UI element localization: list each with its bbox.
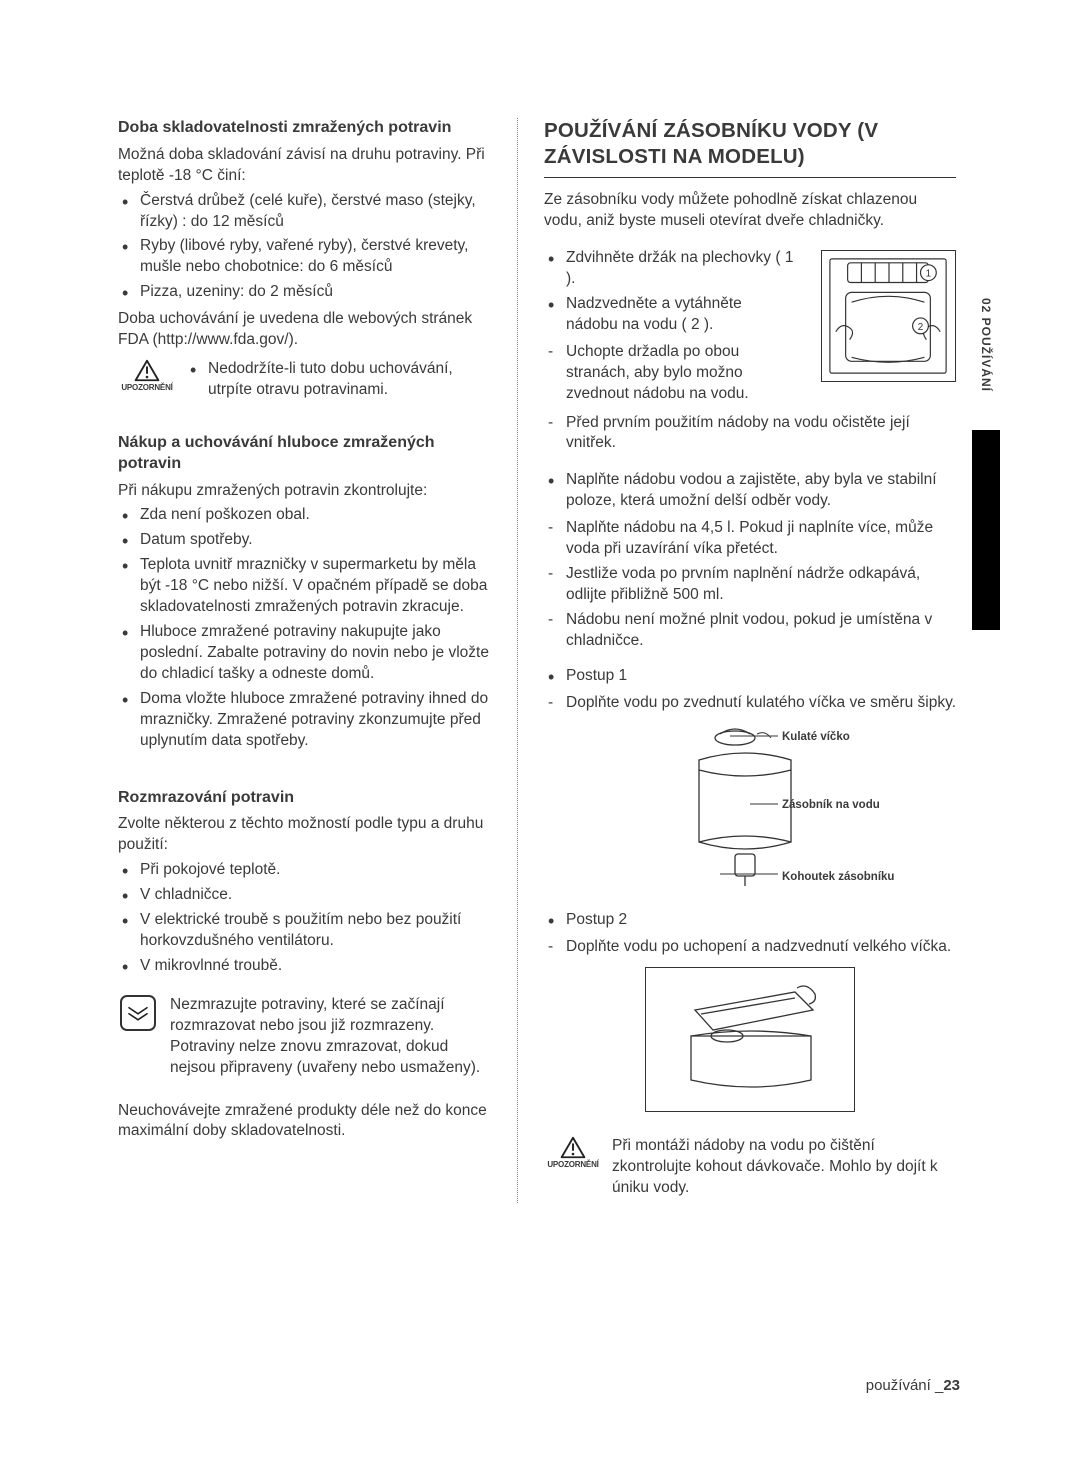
heading-water-tank: POUŽÍVÁNÍ ZÁSOBNÍKU VODY (V ZÁVISLOSTI N… [544, 118, 956, 169]
diagram-label-tank: Zásobník na vodu [782, 798, 880, 814]
diagram-label-lid: Kulaté víčko [782, 730, 850, 746]
list-thawing: Při pokojové teplotě. V chladničce. V el… [118, 860, 491, 977]
list-item: V mikrovlnné troubě. [118, 956, 491, 977]
list-item: Pizza, uzeniny: do 2 měsíců [118, 282, 491, 303]
list-item: Naplňte nádobu na 4,5 l. Pokud ji naplní… [544, 518, 956, 560]
list-water-notes-1: Uchopte držadla po obou stranách, aby by… [544, 342, 794, 405]
list-item: Postup 1 [544, 666, 956, 687]
note-icon [120, 995, 156, 1031]
list-item: Zda není poškozen obal. [118, 505, 491, 526]
text-buying-intro: Při nákupu zmražených potravin zkontrolu… [118, 481, 491, 502]
list-item: Před prvním použitím nádoby na vodu očis… [544, 413, 956, 455]
warning-text: Při montáži nádoby na vodu po čištění zk… [612, 1136, 956, 1199]
svg-text:2: 2 [918, 322, 923, 333]
list-method-2-note: Doplňte vodu po uchopení a nadzvednutí v… [544, 937, 956, 958]
left-column: Doba skladovatelnosti zmražených potravi… [118, 118, 518, 1203]
list-item: Ryby (libové ryby, vařené ryby), čerstvé… [118, 236, 491, 278]
list-item: Jestliže voda po prvním naplnění nádrže … [544, 564, 956, 606]
list-water-notes-2: Naplňte nádobu na 4,5 l. Pokud ji naplní… [544, 518, 956, 652]
text-thawing-intro: Zvolte některou z těchto možností podle … [118, 814, 491, 856]
list-method-1: Postup 1 [544, 666, 956, 687]
warning-label: UPOZORNĚNÍ [121, 383, 172, 394]
list-water-steps-1: Zdvihněte držák na plechovky ( 1 ). Nadz… [544, 248, 794, 336]
heading-buying-frozen: Nákup a uchovávání hluboce zmražených po… [118, 433, 491, 475]
list-item: Doma vložte hluboce zmražené potraviny i… [118, 689, 491, 752]
warning-storage: UPOZORNĚNÍ Nedodržíte-li tuto dobu uchov… [118, 359, 491, 405]
text-water-intro: Ze zásobníku vody můžete pohodlně získat… [544, 190, 956, 232]
list-item: Naplňte nádobu vodou a zajistěte, aby by… [544, 470, 956, 512]
text-max-storage: Neuchovávejte zmražené produkty déle než… [118, 1101, 491, 1143]
warning-text-list: Nedodržíte-li tuto dobu uchovávání, utrp… [186, 359, 491, 405]
note-text: Nezmrazujte potraviny, které se začínají… [170, 995, 491, 1079]
text-storage-intro: Možná doba skladování závisí na druhu po… [118, 145, 491, 187]
list-method-1-note: Doplňte vodu po zvednutí kulatého víčka … [544, 693, 956, 714]
page-content: Doba skladovatelnosti zmražených potravi… [0, 0, 1080, 1263]
list-item: Zdvihněte držák na plechovky ( 1 ). [544, 248, 794, 290]
list-water-notes-1b: Před prvním použitím nádoby na vodu očis… [544, 413, 956, 455]
figure-water-tank-remove: 1 2 [821, 250, 956, 382]
text-fda-source: Doba uchovávání je uvedena dle webových … [118, 309, 491, 351]
figure-lid-lift [645, 967, 855, 1112]
warning-icon: UPOZORNĚNÍ [118, 359, 176, 394]
list-water-fill: Naplňte nádobu vodou a zajistěte, aby by… [544, 470, 956, 512]
note-refreeze: Nezmrazujte potraviny, které se začínají… [118, 995, 491, 1083]
list-item: V elektrické troubě s použitím nebo bez … [118, 910, 491, 952]
list-item: V chladničce. [118, 885, 491, 906]
right-column: POUŽÍVÁNÍ ZÁSOBNÍKU VODY (V ZÁVISLOSTI N… [540, 118, 956, 1203]
list-item: Nádobu není možné plnit vodou, pokud je … [544, 610, 956, 652]
footer-page-number: 23 [943, 1377, 960, 1394]
list-item: Doplňte vodu po uchopení a nadzvednutí v… [544, 937, 956, 958]
diagram-label-spigot: Kohoutek zásobníku [782, 870, 894, 886]
list-item: Datum spotřeby. [118, 530, 491, 551]
heading-thawing: Rozmrazování potravin [118, 788, 491, 809]
warning-label: UPOZORNĚNÍ [547, 1160, 598, 1171]
list-item: Nadzvedněte a vytáhněte nádobu na vodu (… [544, 294, 794, 336]
list-buying-frozen: Zda není poškozen obal. Datum spotřeby. … [118, 505, 491, 751]
side-tab: 02 POUŽÍVÁNÍ [972, 280, 1002, 630]
footer-text: používání _ [866, 1377, 944, 1394]
warning-icon: UPOZORNĚNÍ [544, 1136, 602, 1171]
figure-tank-labeled: Kulaté víčko Zásobník na vodu Kohoutek z… [620, 722, 880, 892]
warning-text: Nedodržíte-li tuto dobu uchovávání, utrp… [186, 359, 491, 401]
page-footer: používání _23 [866, 1377, 960, 1394]
list-item: Hluboce zmražené potraviny nakupujte jak… [118, 622, 491, 685]
warning-leak: UPOZORNĚNÍ Při montáži nádoby na vodu po… [544, 1136, 956, 1203]
list-item: Čerstvá drůbež (celé kuře), čerstvé maso… [118, 191, 491, 233]
side-tab-label: 02 POUŽÍVÁNÍ [979, 298, 993, 392]
divider [544, 177, 956, 178]
svg-text:1: 1 [926, 269, 931, 280]
heading-storage-time: Doba skladovatelnosti zmražených potravi… [118, 118, 491, 139]
list-method-2: Postup 2 [544, 910, 956, 931]
list-item: Doplňte vodu po zvednutí kulatého víčka … [544, 693, 956, 714]
list-item: Teplota uvnitř mrazničky v supermarketu … [118, 555, 491, 618]
list-storage-times: Čerstvá drůbež (celé kuře), čerstvé maso… [118, 191, 491, 304]
list-item: Uchopte držadla po obou stranách, aby by… [544, 342, 794, 405]
list-item: Postup 2 [544, 910, 956, 931]
side-tab-marker [972, 430, 1000, 630]
list-item: Při pokojové teplotě. [118, 860, 491, 881]
